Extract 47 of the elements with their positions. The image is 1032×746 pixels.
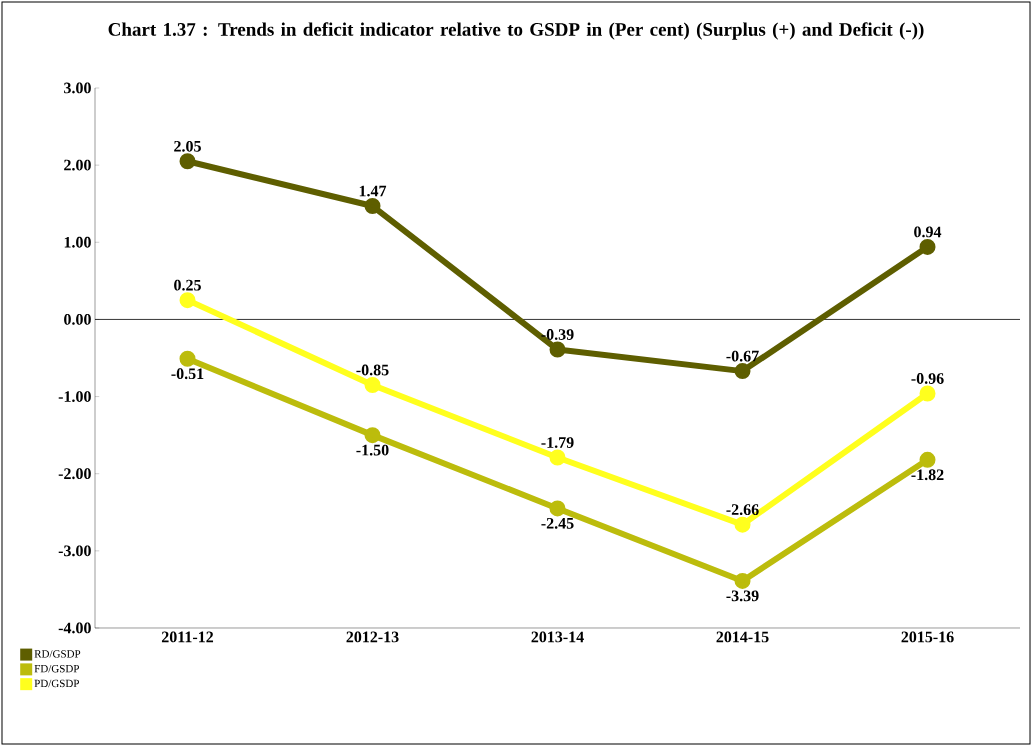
data-label: 1.47 [359, 185, 387, 197]
data-label: -1.50 [356, 444, 389, 456]
point [734, 516, 751, 533]
y-tick-label: -2.00 [58, 468, 91, 480]
point [549, 500, 566, 517]
point [364, 427, 381, 444]
y-tick-label: 0.00 [64, 314, 91, 325]
point [919, 451, 936, 468]
data-label: -0.96 [911, 373, 944, 384]
x-tick-label: 2014-15 [716, 631, 769, 643]
y-tick-label: 2.00 [64, 159, 91, 171]
y-tick-label: 3.00 [64, 82, 91, 94]
point [179, 350, 196, 367]
data-label: -2.66 [726, 504, 759, 516]
point [179, 292, 196, 309]
y-tick-label: 1.00 [64, 236, 91, 248]
point [364, 377, 381, 393]
point [919, 385, 936, 402]
legend-label: FD/GSDP [34, 664, 79, 673]
point [919, 238, 936, 255]
y-tick-label: -1.00 [58, 391, 91, 402]
data-label: -1.79 [541, 437, 574, 448]
legend-label: RD/GSDP [34, 650, 81, 658]
data-label: -1.82 [911, 469, 944, 481]
point [549, 341, 566, 358]
x-tick-label: 2012-13 [346, 631, 399, 643]
data-label: 0.25 [174, 279, 201, 291]
point [179, 153, 196, 170]
y-tick-label: -3.00 [58, 545, 91, 557]
y-tick-label: -4.00 [58, 622, 91, 634]
data-label: 2.05 [174, 140, 201, 152]
point [734, 572, 751, 589]
chart-title: Chart 1.37 : Trends in deficit indicator relative to GSDP in (Per cent) (Surplus (+) and Deficit (-)) [108, 22, 924, 40]
point [364, 198, 381, 215]
data-label: -0.85 [356, 364, 389, 376]
legend-label: PD/GSDP [34, 679, 79, 688]
point [549, 449, 566, 466]
data-label: -2.45 [541, 517, 574, 529]
data-label: -0.39 [541, 329, 574, 340]
x-tick-label: 2011-12 [161, 631, 214, 643]
x-tick-label: 2013-14 [531, 631, 584, 643]
x-tick-label: 2015-16 [901, 631, 954, 643]
point [734, 363, 751, 380]
data-label: -0.67 [726, 350, 759, 362]
data-label: -0.51 [171, 368, 204, 380]
data-label: -3.39 [726, 590, 759, 602]
data-label: 0.94 [914, 226, 942, 238]
